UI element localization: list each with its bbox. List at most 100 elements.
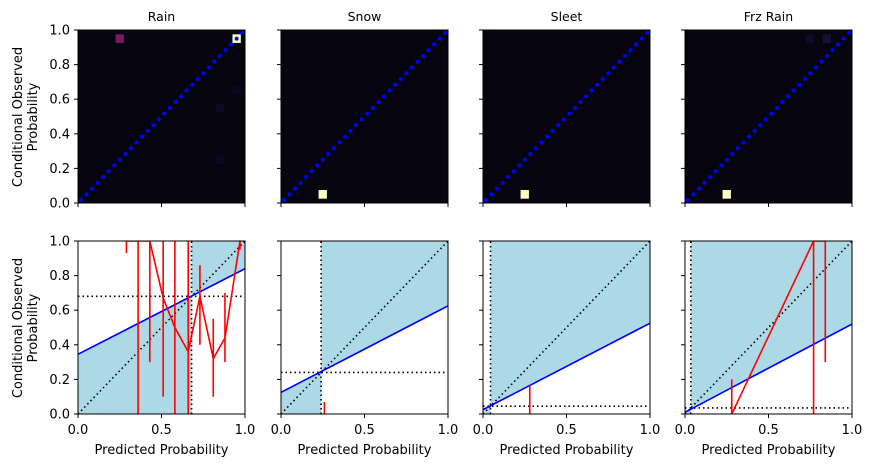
diagonal-point <box>533 146 538 151</box>
panel-top-1: Rain 0.0 0.2 0.4 0.6 0.8 1.0 <box>49 9 246 212</box>
diagonal-point <box>206 65 211 70</box>
diagonal-point <box>190 82 195 87</box>
diagonal-point <box>836 42 841 47</box>
diagonal-point <box>730 151 735 156</box>
diagonal-point <box>298 180 303 185</box>
diagonal-point <box>622 53 627 58</box>
panel-plot-area <box>483 241 650 414</box>
diagonal-point <box>583 94 588 99</box>
diagonal-point <box>167 105 172 110</box>
skill-region <box>690 241 852 408</box>
diagonal-point <box>735 146 740 151</box>
y-tick-label: 0.2 <box>49 373 70 388</box>
diagonal-point <box>578 100 583 105</box>
x-tick-label: 0.5 <box>556 423 577 438</box>
diagonal-point <box>517 163 522 168</box>
heatmap-cell <box>215 103 225 113</box>
panel-bottom-1: 0.0 0.5 1.0 Predicted Probability 0.0 0.2 0.4 0… <box>49 235 255 459</box>
diagonal-point <box>95 180 100 185</box>
y-tick-label: 1.0 <box>49 235 70 250</box>
y-tick-label: 0.6 <box>49 304 70 319</box>
regression-line <box>78 267 245 356</box>
diagonal-point <box>178 94 183 99</box>
diagonal-point <box>606 71 611 76</box>
diagonal-point <box>212 59 217 64</box>
panel-bottom-2: 0.0 0.5 1.0 Predicted Probability <box>271 240 459 458</box>
diagonal-point <box>589 88 594 93</box>
diagonal-point <box>691 192 696 197</box>
heatmap-cell <box>806 34 815 43</box>
x-axis-label: Predicted Probability <box>95 443 229 458</box>
y-tick-label: 0.4 <box>49 338 70 353</box>
diagonal-point <box>483 198 488 203</box>
diagonal-point <box>343 134 348 139</box>
diagonal-point <box>741 140 746 145</box>
diagonal-point <box>173 100 178 105</box>
panel-bottom-4: 0.0 0.5 1.0 Predicted Probability <box>675 240 862 458</box>
reliability-curve <box>731 241 826 414</box>
diagonal-point <box>320 157 325 162</box>
panel-top-3: Sleet <box>479 9 651 207</box>
diagonal-point <box>151 123 156 128</box>
x-tick-label: 1.0 <box>640 423 661 438</box>
diagonal-point <box>89 186 94 191</box>
diagonal-point <box>117 157 122 162</box>
diagonal-point <box>101 175 106 180</box>
diagonal-point <box>437 36 442 41</box>
panel-title: Frz Rain <box>744 9 793 24</box>
diagonal-point <box>234 36 239 41</box>
diagonal-point <box>639 36 644 41</box>
diagonal-point <box>628 48 633 53</box>
panel-plot-area <box>685 30 852 203</box>
diagonal-point <box>134 140 139 145</box>
x-axis-label: Predicted Probability <box>702 443 836 458</box>
panel-plot-area <box>281 241 448 414</box>
x-tick-label: 0.0 <box>271 423 292 438</box>
panel-top-4: Frz Rain <box>681 9 853 207</box>
panels-layer: Rain 0.0 0.2 0.4 0.6 0.8 1.0 Snow Sleet Frz Rain 0… <box>49 9 862 458</box>
panel-plot-area <box>78 30 245 203</box>
diagonal-point <box>315 163 320 168</box>
diagonal-point <box>287 192 292 197</box>
heatmap-cell <box>232 86 241 95</box>
diagonal-point <box>752 128 757 133</box>
panel-top-2: Snow <box>277 9 449 207</box>
bottom-ylabel-line2: Probability <box>26 293 41 362</box>
diagonal-point <box>611 65 616 70</box>
y-tick-label: 0.2 <box>49 162 70 177</box>
diagonal-point <box>808 71 813 76</box>
diagonal-point <box>567 111 572 116</box>
diagonal-point <box>162 111 167 116</box>
diagonal-point <box>708 175 713 180</box>
diagonal-point <box>545 134 550 139</box>
diagonal-point <box>600 77 605 82</box>
x-axis-label: Predicted Probability <box>298 443 432 458</box>
x-tick-label: 1.0 <box>438 423 459 438</box>
diagonal-point <box>229 42 234 47</box>
diagonal-point <box>785 94 790 99</box>
diagonal-point <box>112 163 117 168</box>
panel-plot-area <box>78 241 245 414</box>
heatmap-background <box>281 30 448 203</box>
diagonal-point <box>376 100 381 105</box>
diagonal-point <box>797 82 802 87</box>
x-tick-label: 0.5 <box>758 423 779 438</box>
diagonal-point <box>561 117 566 122</box>
diagonal-point <box>420 53 425 58</box>
diagonal-point <box>724 157 729 162</box>
diagonal-point <box>184 88 189 93</box>
diagonal-point <box>145 128 150 133</box>
diagonal-point <box>381 94 386 99</box>
diagonal-point <box>156 117 161 122</box>
diagonal-point <box>747 134 752 139</box>
diagonal-point <box>370 105 375 110</box>
y-tick-label: 0.8 <box>49 58 70 73</box>
diagonal-point <box>309 169 314 174</box>
diagonal-point <box>393 82 398 87</box>
diagonal-point <box>719 163 724 168</box>
diagonal-point <box>528 151 533 156</box>
diagonal-point <box>240 30 245 35</box>
diagonal-point <box>645 30 650 35</box>
diagonal-point <box>617 59 622 64</box>
